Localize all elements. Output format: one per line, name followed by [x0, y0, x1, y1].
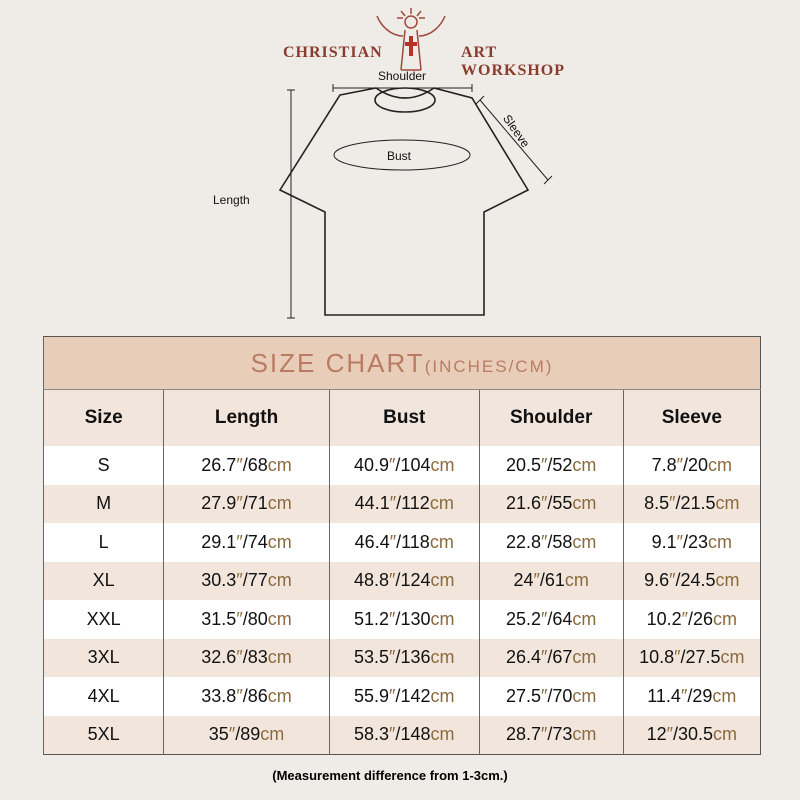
column-header: Sleeve — [622, 389, 761, 446]
measurement-cell: 29.1″/74cm — [163, 523, 330, 562]
measurement-cell: 26.4″/67cm — [478, 638, 624, 677]
measurement-cell: 7.8″/20cm — [622, 446, 761, 485]
measurement-cell: 9.1″/23cm — [622, 523, 761, 562]
table-row: XXL 31.5″/80cm 51.2″/130cm 25.2″/64cm 10.2″/… — [42, 600, 761, 639]
table-title: SIZE CHART(INCHES/CM) — [43, 336, 761, 390]
measurement-cell: 21.6″/55cm — [478, 484, 624, 523]
table-row: L 29.1″/74cm 46.4″/118cm 22.8″/58cm 9.1″/23c… — [42, 523, 761, 562]
table-row: 5XL 35″/89cm 58.3″/148cm 28.7″/73cm 12″/30.5… — [42, 715, 761, 755]
measurement-cell: 9.6″/24.5cm — [622, 561, 761, 600]
size-chart-table: SIZE CHART(INCHES/CM) Size Length Bust Shou… — [42, 336, 761, 755]
measurement-cell: 20.5″/52cm — [478, 446, 624, 485]
measurement-cell: 31.5″/80cm — [163, 600, 330, 639]
measurement-cell: 58.3″/148cm — [328, 715, 480, 755]
column-header: Bust — [328, 389, 480, 446]
measurement-cell: 27.5″/70cm — [478, 677, 624, 716]
logo-figure-icon — [376, 8, 446, 71]
measurement-cell: 11.4″/29cm — [622, 677, 761, 716]
column-header: Size — [42, 389, 164, 446]
measurement-cell: 22.8″/58cm — [478, 523, 624, 562]
measurement-cell: 46.4″/118cm — [328, 523, 480, 562]
size-cell: M — [42, 484, 164, 523]
size-cell: 4XL — [42, 677, 164, 716]
measurement-cell: 30.3″/77cm — [163, 561, 330, 600]
measurement-cell: 33.8″/86cm — [163, 677, 330, 716]
size-cell: XL — [42, 561, 164, 600]
size-cell: XXL — [42, 600, 164, 639]
measurement-cell: 28.7″/73cm — [478, 715, 624, 755]
measurement-cell: 40.9″/104cm — [328, 446, 480, 485]
table-row: M 27.9″/71cm 44.1″/112cm 21.6″/55cm 8.5″/21.… — [42, 484, 761, 523]
measurement-cell: 55.9″/142cm — [328, 677, 480, 716]
measurement-cell: 32.6″/83cm — [163, 638, 330, 677]
measurement-cell: 10.2″/26cm — [622, 600, 761, 639]
measurement-cell: 44.1″/112cm — [328, 484, 480, 523]
brand-right: ART WORKSHOP — [461, 44, 566, 79]
size-cell: 5XL — [42, 715, 164, 755]
table-row: S 26.7″/68cm 40.9″/104cm 20.5″/52cm 7.8″/20c… — [42, 446, 761, 485]
measurement-note: (Measurement difference from 1-3cm.) — [272, 768, 508, 783]
table-row: XL 30.3″/77cm 48.8″/124cm 24″/61cm 9.6″/24.5… — [42, 561, 761, 600]
shoulder-label: Shoulder — [378, 69, 427, 83]
measurement-cell: 27.9″/71cm — [163, 484, 330, 523]
measurement-cell: 53.5″/136cm — [328, 638, 480, 677]
bust-label: Bust — [387, 149, 412, 163]
brand-left: CHRISTIAN — [283, 44, 383, 61]
size-cell: S — [42, 446, 164, 485]
shirt-diagram — [278, 84, 553, 319]
table-row: 4XL 33.8″/86cm 55.9″/142cm 27.5″/70cm 11.4″/… — [42, 677, 761, 716]
measurement-cell: 51.2″/130cm — [328, 600, 480, 639]
measurement-cell: 12″/30.5cm — [622, 715, 761, 755]
table-row: 3XL 32.6″/83cm 53.5″/136cm 26.4″/67cm 10.8″/… — [42, 638, 761, 677]
column-header: Shoulder — [478, 389, 624, 446]
size-cell: L — [42, 523, 164, 562]
measurement-cell: 10.8″/27.5cm — [622, 638, 761, 677]
measurement-cell: 35″/89cm — [163, 715, 330, 755]
length-label: Length — [213, 193, 250, 207]
measurement-cell: 24″/61cm — [478, 561, 624, 600]
measurement-cell: 26.7″/68cm — [163, 446, 330, 485]
measurement-cell: 25.2″/64cm — [478, 600, 624, 639]
measurement-cell: 48.8″/124cm — [328, 561, 480, 600]
size-cell: 3XL — [42, 638, 164, 677]
column-header: Length — [163, 389, 330, 446]
measurement-cell: 8.5″/21.5cm — [622, 484, 761, 523]
